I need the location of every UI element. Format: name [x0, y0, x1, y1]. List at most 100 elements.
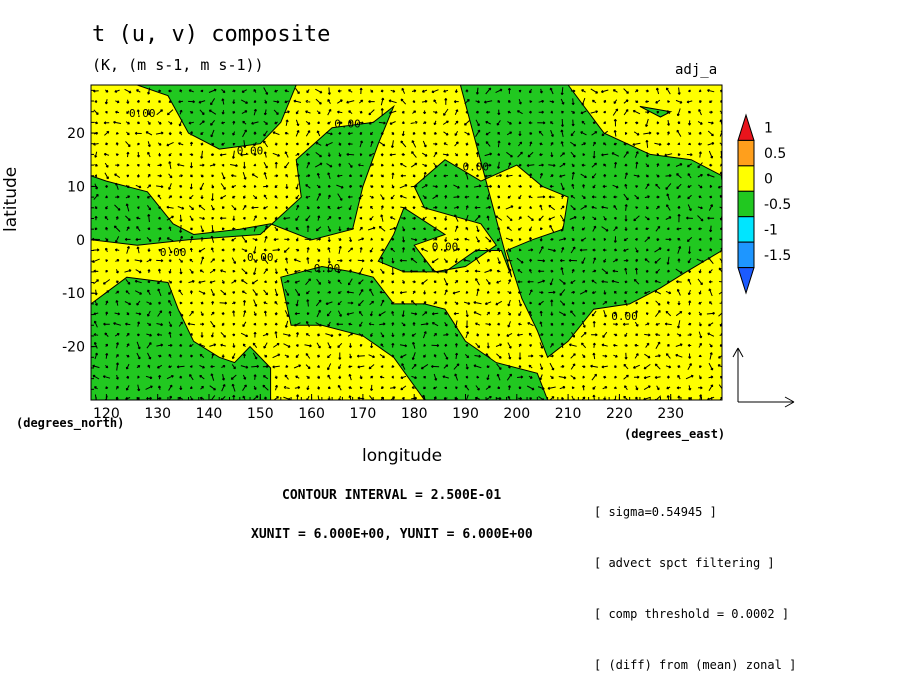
wind-arrow — [263, 130, 268, 137]
wind-arrow — [209, 280, 216, 284]
wind-arrow — [166, 109, 174, 116]
wind-arrow — [316, 309, 321, 318]
wind-arrow — [708, 375, 714, 379]
wind-arrow — [104, 172, 109, 180]
wind-arrow — [370, 205, 374, 210]
wind-arrow — [655, 205, 660, 210]
wind-arrow — [550, 333, 553, 337]
wind-arrow — [273, 237, 279, 242]
wind-arrow — [559, 258, 565, 263]
wind-arrow — [104, 99, 108, 105]
wind-arrow — [93, 142, 99, 146]
wind-arrow — [547, 248, 556, 253]
wind-arrow — [126, 151, 130, 158]
wind-arrow — [644, 258, 650, 263]
wind-arrow — [263, 248, 268, 252]
wind-arrow — [316, 248, 321, 252]
wind-arrow — [105, 311, 109, 316]
wind-arrow — [675, 343, 683, 347]
wind-arrow — [529, 88, 532, 94]
wind-arrow — [221, 383, 226, 392]
wind-arrow — [591, 99, 597, 104]
wind-arrow — [571, 332, 575, 338]
wind-arrow — [370, 375, 374, 379]
wind-arrow — [137, 384, 141, 392]
wind-arrow — [136, 151, 141, 158]
wind-arrow — [677, 87, 681, 95]
wind-arrow — [210, 364, 215, 369]
wind-arrow — [537, 195, 546, 199]
wind-arrow — [189, 162, 194, 169]
wind-arrow — [305, 174, 311, 178]
wind-arrow — [582, 269, 585, 273]
wind-arrow — [444, 163, 448, 167]
wind-arrow — [389, 216, 396, 220]
wind-arrow — [231, 383, 236, 392]
wind-arrow — [348, 174, 353, 177]
wind-arrow — [242, 216, 246, 220]
wind-arrow — [474, 206, 481, 210]
wind-arrow — [359, 87, 363, 95]
wind-arrow — [263, 194, 268, 200]
wind-arrow — [147, 141, 151, 148]
wind-arrow — [632, 142, 641, 146]
wind-arrow — [253, 131, 257, 136]
wind-arrow — [316, 184, 321, 189]
wind-arrow — [168, 353, 172, 358]
wind-arrow — [93, 312, 99, 316]
wind-arrow — [126, 375, 130, 379]
wind-arrow — [644, 216, 650, 221]
wind-arrow — [105, 226, 109, 231]
wind-arrow — [666, 193, 670, 201]
wind-arrow — [465, 214, 469, 222]
wind-arrow — [453, 184, 460, 189]
wind-arrow — [464, 195, 470, 199]
wind-arrow — [654, 142, 662, 146]
wind-arrow — [412, 341, 416, 349]
wind-arrow — [645, 301, 649, 305]
wind-arrow — [497, 184, 501, 189]
wind-arrow — [253, 141, 257, 147]
wind-arrow — [506, 258, 513, 263]
wind-arrow — [368, 109, 375, 116]
wind-arrow — [687, 363, 692, 370]
wind-arrow — [242, 184, 247, 188]
wind-arrow — [613, 301, 617, 305]
wind-arrow — [338, 245, 342, 254]
wind-arrow — [423, 343, 426, 347]
wind-arrow — [614, 174, 618, 178]
wind-arrow — [623, 193, 629, 201]
wind-arrow — [230, 374, 237, 380]
wind-arrow — [612, 184, 619, 189]
wind-arrow — [433, 237, 438, 241]
wind-arrow — [105, 205, 108, 210]
wind-arrow — [251, 206, 259, 210]
wind-arrow — [115, 142, 119, 146]
wind-arrow — [114, 333, 120, 337]
wind-arrow — [581, 163, 586, 167]
colorbar-segment — [737, 241, 755, 269]
wind-arrow — [211, 301, 215, 305]
wind-arrow — [176, 365, 185, 369]
wind-arrow — [274, 280, 278, 284]
wind-arrow — [105, 195, 108, 199]
wind-arrow — [306, 161, 311, 169]
wind-arrow — [666, 256, 670, 265]
wind-arrow — [338, 226, 342, 232]
wind-arrow — [538, 269, 545, 273]
wind-arrow — [200, 131, 204, 135]
wind-arrow — [241, 248, 248, 252]
wind-arrow — [645, 342, 650, 348]
colorbar-segment — [737, 216, 755, 243]
wind-arrow — [316, 110, 321, 115]
wind-arrow — [508, 99, 511, 104]
wind-arrow — [421, 184, 428, 189]
wind-arrow — [656, 153, 660, 157]
wind-arrow — [677, 237, 681, 241]
wind-arrow — [305, 333, 311, 337]
wind-arrow — [241, 268, 248, 275]
wind-arrow — [645, 312, 649, 316]
wind-arrow — [592, 141, 596, 147]
wind-arrow — [526, 163, 535, 167]
wind-arrow — [232, 310, 236, 317]
